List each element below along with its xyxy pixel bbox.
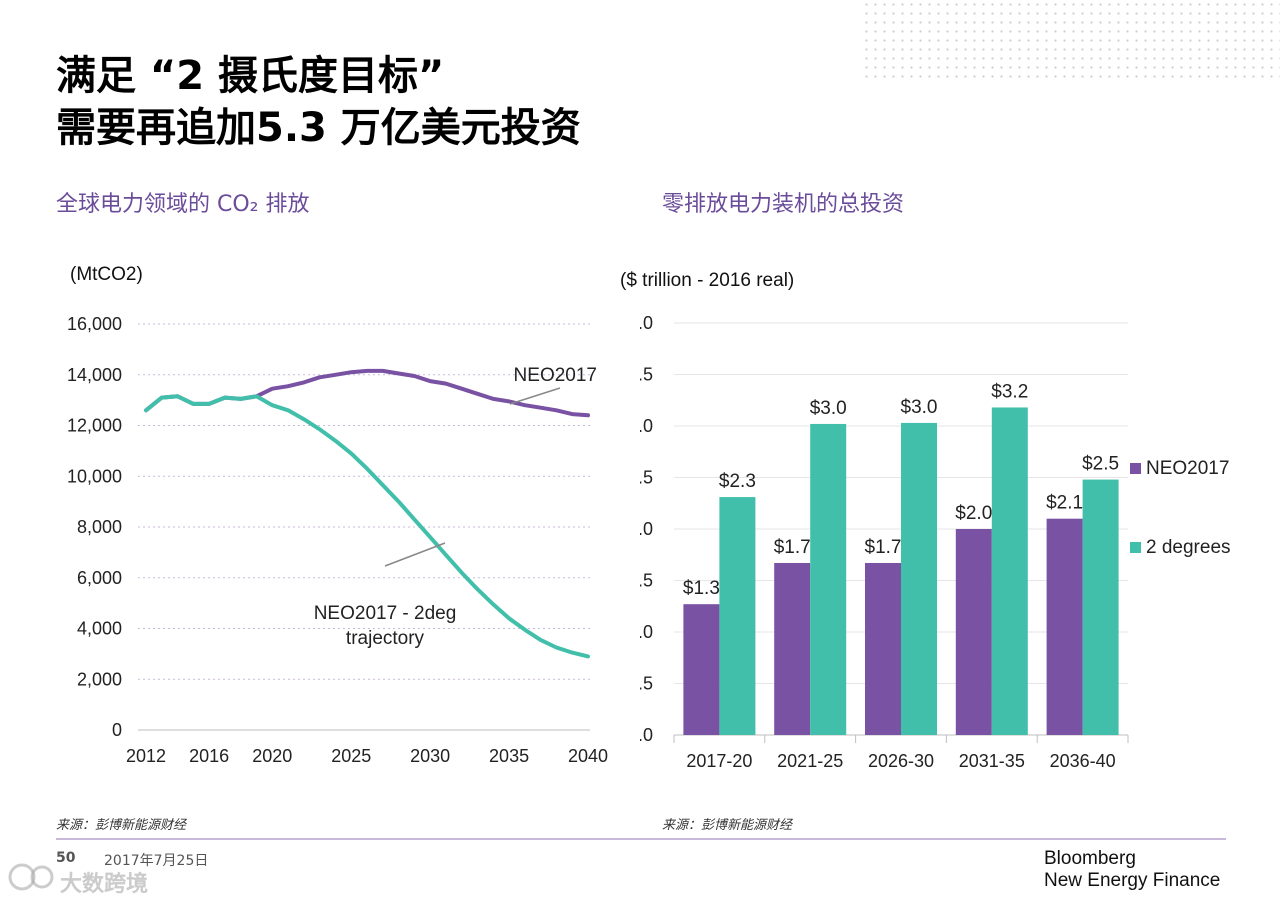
x-category-label: 2031-35 <box>959 751 1025 771</box>
legend-swatch-neo2017 <box>1130 463 1141 474</box>
two-degree-bar-label: $3.2 <box>991 381 1028 402</box>
dot-pattern-decoration <box>862 0 1280 80</box>
y-tick-label: 8,000 <box>77 517 122 537</box>
y-tick-label: 2.0 <box>640 519 653 539</box>
neo2017-bar-label: $1.3 <box>683 578 720 599</box>
left-source-note: 来源：彭博新能源财经 <box>56 818 187 833</box>
y-tick-label: 14,000 <box>67 365 122 385</box>
x-tick-label: 2012 <box>126 746 166 766</box>
right-source-note: 来源：彭博新能源财经 <box>662 818 793 833</box>
x-tick-label: 2040 <box>568 746 608 766</box>
two-degree-bar <box>1082 479 1119 735</box>
neo2017-bar <box>774 562 811 735</box>
x-category-label: 2021-25 <box>777 751 843 771</box>
two-degree-annotation-line1: NEO2017 - 2deg <box>314 603 457 624</box>
two-degree-callout-line <box>384 542 446 567</box>
y-tick-label: 16,000 <box>67 314 122 334</box>
two-degree-bar-label: $3.0 <box>901 397 938 418</box>
watermark-text: 大数跨境 <box>60 872 149 897</box>
neo2017-annotation: NEO2017 <box>514 365 597 386</box>
y-tick-label: 4.0 <box>640 313 653 333</box>
y-tick-label: 6,000 <box>77 568 122 588</box>
y-tick-label: 0.0 <box>640 725 653 745</box>
watermark-logo-icon <box>8 860 56 894</box>
x-category-label: 2026-30 <box>868 751 934 771</box>
neo2017-bar-label: $2.1 <box>1046 493 1083 514</box>
neo2017-bar <box>865 562 901 735</box>
two-degree-bar <box>719 497 756 735</box>
two-degree-annotation-line2: trajectory <box>346 628 425 649</box>
right-chart-subtitle: 零排放电力装机的总投资 <box>662 192 905 217</box>
y-tick-label: 3.5 <box>640 365 653 385</box>
neo2017-bar-label: $1.7 <box>865 537 902 558</box>
two-degree-series-line <box>144 394 590 659</box>
y-tick-label: 4,000 <box>77 619 122 639</box>
two-degree-bar-label: $2.5 <box>1082 454 1119 475</box>
legend-label-neo2017: NEO2017 <box>1146 458 1229 479</box>
x-tick-label: 2035 <box>489 746 529 766</box>
neo2017-bar-label: $1.7 <box>774 537 811 558</box>
y-tick-label: 0 <box>112 720 122 740</box>
right-chart-unit: ($ trillion - 2016 real) <box>620 270 795 291</box>
neo2017-bar-label: $2.0 <box>955 503 992 524</box>
two-degree-bar-label: $2.3 <box>719 471 756 492</box>
y-tick-label: 0.5 <box>640 674 653 694</box>
neo2017-bar <box>683 604 720 735</box>
y-tick-label: 1.0 <box>640 622 653 642</box>
x-tick-label: 2030 <box>410 746 450 766</box>
y-tick-label: 1.5 <box>640 571 653 591</box>
x-category-label: 2036-40 <box>1050 751 1116 771</box>
page-title-line2: 需要再追加5.3 万亿美元投资 <box>56 105 581 151</box>
page-title-line1: 满足 “2 摄氏度目标” <box>56 53 445 99</box>
x-tick-label: 2016 <box>189 746 229 766</box>
two-degree-bar-label: $3.0 <box>810 398 847 419</box>
footer-date: 2017年7月25日 <box>104 853 209 869</box>
footer-divider <box>56 838 1226 840</box>
brand-logo-line2: New Energy Finance <box>1044 870 1221 891</box>
legend-label-two-degree: 2 degrees <box>1146 537 1231 558</box>
two-degree-bar <box>810 423 847 735</box>
brand-logo-line1: Bloomberg <box>1044 848 1136 869</box>
neo2017-callout-line <box>509 387 561 405</box>
x-tick-label: 2025 <box>331 746 371 766</box>
y-tick-label: 2.5 <box>640 468 653 488</box>
y-tick-label: 12,000 <box>67 416 122 436</box>
two-degree-bar <box>901 422 937 735</box>
left-chart-subtitle: 全球电力领域的 CO₂ 排放 <box>56 192 310 217</box>
legend-swatch-two-degree <box>1130 542 1141 553</box>
page-number: 50 <box>56 850 76 866</box>
x-category-label: 2017-20 <box>686 751 752 771</box>
emissions-line-chart: 0 2,000 4,000 6,000 8,000 10,000 12,000 14,000 1… <box>67 314 608 766</box>
x-tick-label: 2020 <box>252 746 292 766</box>
neo2017-bar <box>1046 518 1083 735</box>
y-tick-label: 10,000 <box>67 466 122 486</box>
investment-bar-chart: 0.0 0.5 1.0 1.5 2.0 2.5 3.0 3.5 4.0 $1.3 $2.3 2017-… <box>640 313 1231 771</box>
two-degree-bar <box>991 407 1028 735</box>
y-tick-label: 3.0 <box>640 416 653 436</box>
left-chart-unit: (MtCO2) <box>70 264 143 285</box>
neo2017-bar <box>955 529 992 735</box>
y-tick-label: 2,000 <box>77 669 122 689</box>
